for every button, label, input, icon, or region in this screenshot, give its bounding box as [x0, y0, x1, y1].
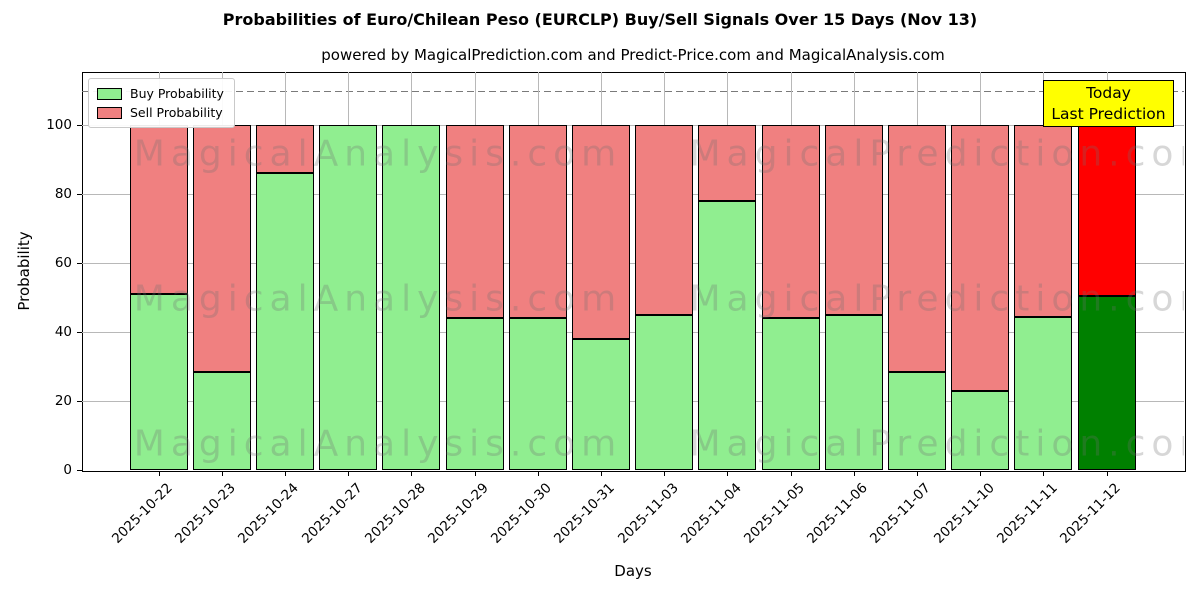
- bar-segment-sell: [445, 125, 504, 319]
- bar-segment-buy: [255, 173, 314, 470]
- bar-segment-buy: [445, 318, 504, 470]
- x-tick-mark: [221, 471, 223, 476]
- bar-segment-buy: [824, 314, 883, 470]
- bar-segment-sell: [698, 125, 757, 201]
- x-tick-label: 2025-10-29: [425, 480, 492, 547]
- x-tick-mark: [411, 471, 413, 476]
- bar-segment-sell: [761, 125, 820, 319]
- legend-item-sell: Sell Probability: [97, 103, 224, 122]
- x-tick-label: 2025-10-22: [109, 480, 176, 547]
- x-tick-label: 2025-10-30: [488, 480, 556, 547]
- x-tick-mark: [980, 471, 982, 476]
- bar-segment-sell: [824, 125, 883, 315]
- bar-segment-buy: [129, 294, 188, 470]
- x-tick-label: 2025-11-07: [867, 480, 935, 547]
- bar-segment-sell: [508, 125, 567, 319]
- bar-segment-buy: [761, 318, 820, 470]
- bar-segment-sell: [887, 125, 946, 372]
- x-axis-label: Days: [614, 562, 652, 580]
- x-tick-label: 2025-11-10: [930, 480, 998, 547]
- y-tick-mark: [77, 125, 82, 127]
- bar-segment-sell: [1077, 125, 1136, 296]
- chart-title: Probabilities of Euro/Chilean Peso (EURC…: [222, 10, 978, 29]
- bar-segment-sell: [255, 125, 314, 174]
- x-tick-mark: [727, 471, 729, 476]
- y-axis-label: Probability: [15, 231, 33, 311]
- y-tick-mark: [77, 263, 82, 265]
- y-tick-label: 80: [54, 185, 72, 202]
- x-tick-label: 2025-10-31: [551, 480, 619, 547]
- x-tick-label: 2025-10-23: [172, 480, 240, 547]
- buy-swatch-icon: [97, 87, 122, 100]
- bar-segment-buy: [1014, 316, 1073, 470]
- bar-segment-buy: [571, 338, 630, 470]
- y-tick-mark: [77, 401, 82, 403]
- bar-segment-buy: [508, 318, 567, 470]
- bar-segment-buy: [951, 390, 1010, 470]
- x-tick-mark: [474, 471, 476, 476]
- dashed-threshold-line: [82, 90, 1184, 93]
- bar-segment-sell: [635, 125, 694, 315]
- bar-segment-sell: [951, 125, 1010, 391]
- x-tick-label: 2025-10-28: [361, 480, 429, 547]
- y-tick-label: 20: [54, 392, 72, 409]
- y-tick-mark: [77, 194, 82, 196]
- x-tick-mark: [158, 471, 160, 476]
- legend-label-sell: Sell Probability: [130, 105, 223, 120]
- bar-segment-sell: [1014, 125, 1073, 317]
- y-tick-mark: [77, 332, 82, 334]
- x-tick-mark: [1106, 471, 1108, 476]
- today-annotation-line2: Last Prediction: [1051, 105, 1166, 123]
- y-tick-label: 40: [54, 323, 72, 340]
- y-tick-mark: [77, 470, 82, 472]
- x-tick-label: 2025-11-12: [1057, 480, 1124, 547]
- bar-segment-buy: [192, 371, 251, 470]
- y-tick-label: 0: [63, 461, 72, 478]
- y-gridline: [82, 263, 1184, 265]
- y-gridline: [82, 125, 1184, 127]
- x-tick-mark: [348, 471, 350, 476]
- x-tick-mark: [853, 471, 855, 476]
- x-tick-mark: [284, 471, 287, 476]
- y-tick-label: 100: [46, 116, 72, 133]
- legend: Buy Probability Sell Probability: [88, 78, 235, 128]
- bar-segment-buy: [635, 314, 694, 470]
- x-tick-label: 2025-10-24: [235, 480, 303, 547]
- today-annotation: Today Last Prediction: [1043, 80, 1174, 127]
- x-tick-label: 2025-11-04: [677, 480, 745, 547]
- bar-segment-sell: [129, 125, 188, 295]
- bar-segment-buy: [319, 125, 378, 470]
- y-gridline: [82, 401, 1184, 403]
- bar-segment-sell: [192, 125, 251, 372]
- chart-subtitle: powered by MagicalPrediction.com and Pre…: [321, 46, 945, 64]
- x-tick-label: 2025-10-27: [298, 480, 366, 547]
- x-tick-mark: [916, 471, 919, 476]
- bar-segment-sell: [571, 125, 630, 339]
- bar-segment-buy: [887, 371, 946, 470]
- y-gridline: [82, 332, 1184, 334]
- x-tick-label: 2025-11-06: [804, 480, 872, 547]
- x-tick-mark: [790, 471, 792, 476]
- x-tick-mark: [1043, 471, 1045, 476]
- y-gridline: [82, 194, 1184, 196]
- y-tick-label: 60: [54, 254, 72, 271]
- sell-swatch-icon: [97, 106, 122, 119]
- today-annotation-line1: Today: [1086, 84, 1131, 102]
- x-tick-label: 2025-11-03: [614, 480, 682, 547]
- legend-label-buy: Buy Probability: [130, 86, 224, 101]
- x-tick-label: 2025-11-05: [741, 480, 808, 547]
- bar-segment-buy: [698, 200, 757, 470]
- x-tick-label: 2025-11-11: [993, 480, 1061, 547]
- x-tick-mark: [600, 471, 603, 476]
- bar-segment-buy: [382, 125, 441, 470]
- legend-item-buy: Buy Probability: [97, 84, 224, 103]
- x-tick-mark: [664, 471, 666, 476]
- bar-segment-buy: [1077, 295, 1136, 470]
- x-tick-mark: [537, 471, 539, 476]
